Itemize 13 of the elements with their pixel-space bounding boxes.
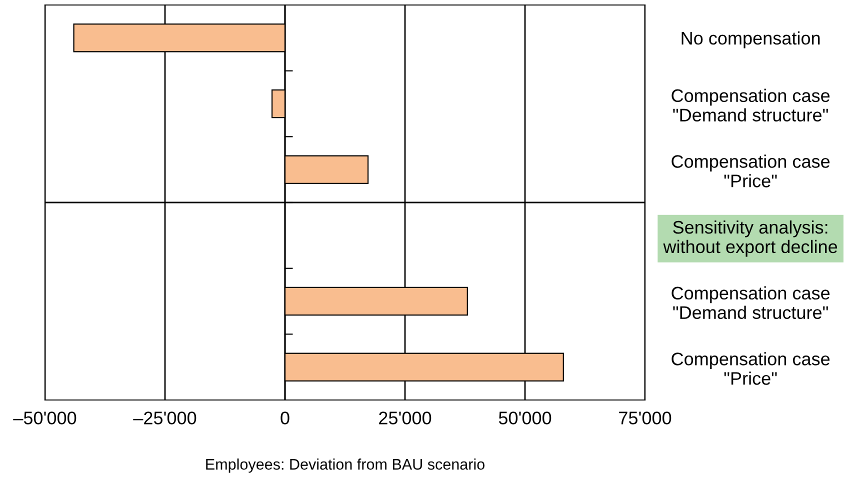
y-tick-label: Compensation case "Price" [672, 352, 830, 385]
y-tick-label: Compensation case "Demand structure" [672, 88, 830, 122]
y-tick-label: Compensation case "Price" [672, 154, 830, 188]
x-tick-label: –25'000 [133, 412, 196, 424]
x-tick-label: 25'000 [379, 412, 432, 424]
x-tick-label: –50'000 [13, 412, 76, 424]
y-tick-label: Compensation case "Demand structure" [672, 286, 830, 320]
x-tick-label: 75'000 [619, 412, 672, 424]
y-tick-label: No compensation [682, 31, 820, 48]
x-tick-label: 0 [280, 412, 290, 424]
y-tick-label: Sensitivity analysis: without export decline [663, 220, 838, 257]
x-tick-label: 50'000 [498, 412, 552, 424]
x-axis-title: Employees: Deviation from BAU scenario [206, 458, 484, 473]
